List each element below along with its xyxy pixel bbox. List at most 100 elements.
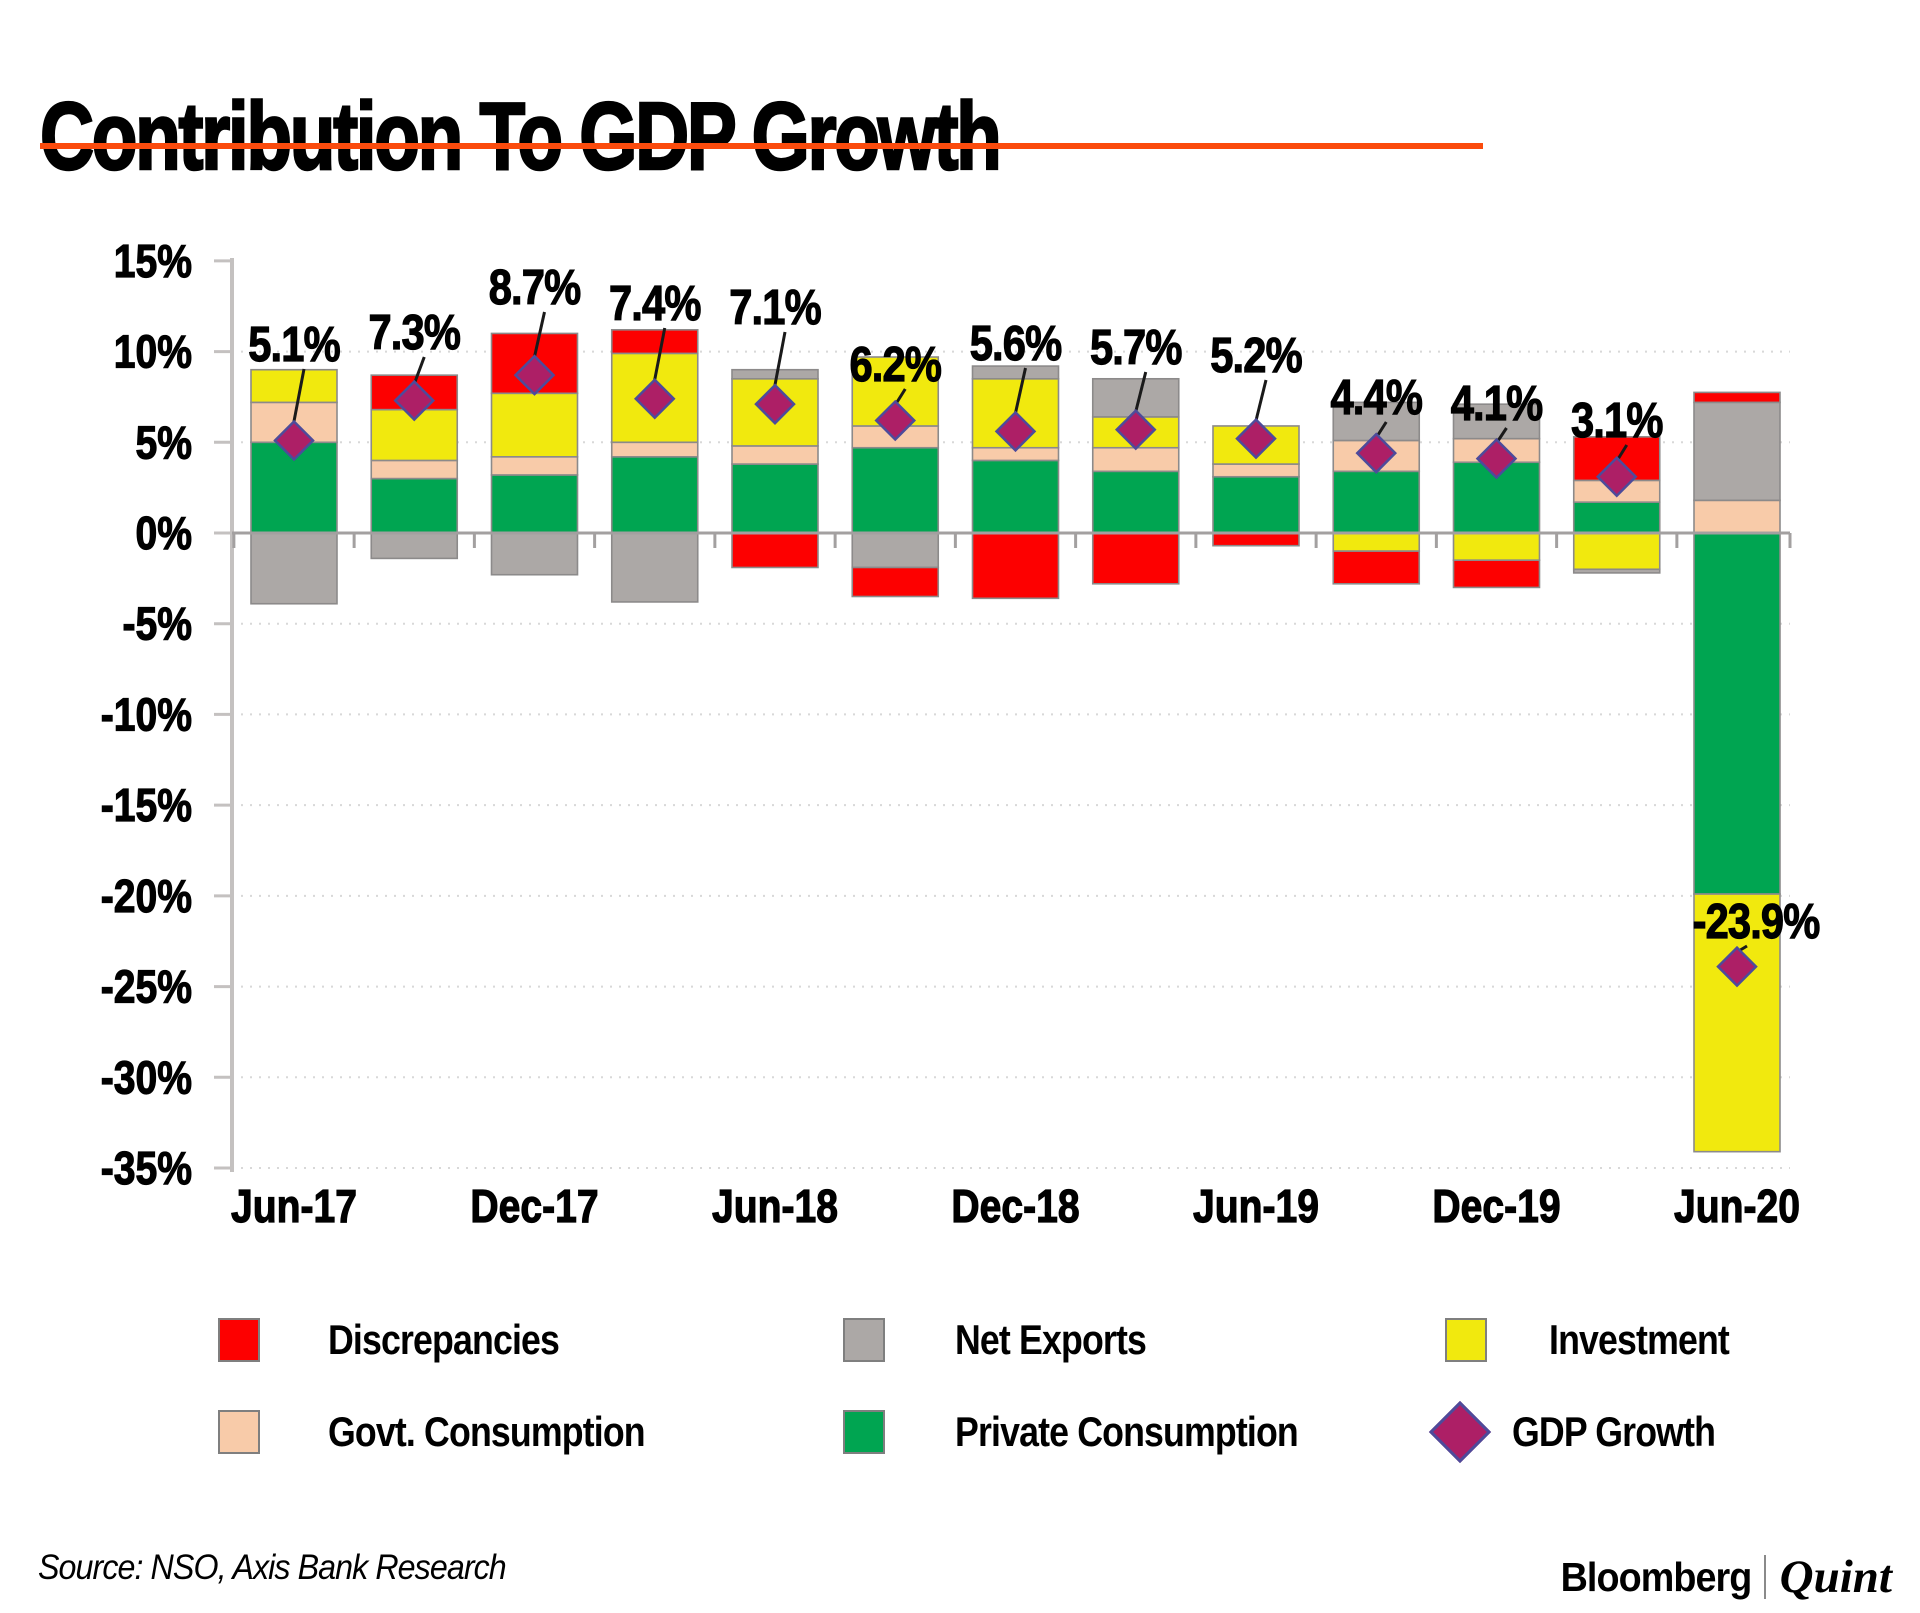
segment-investment [250,368,338,404]
legend-label: Discrepancies [328,1316,560,1363]
bar-Jun-17 [250,368,338,605]
segment-private-consumption [1212,475,1300,534]
page-title: Contribution To GDP Growth [39,82,1003,192]
bar-Mar-20 [1572,436,1661,574]
x-tick-label: Dec-17 [470,1181,598,1233]
gdp-growth-diamond-marker [994,410,1037,453]
segment-govt-consumption [370,459,459,480]
quint-logo: Quint [1779,1551,1892,1603]
net-exports-swatch-icon [843,1318,885,1362]
label-leader-line [772,331,787,391]
gdp-growth-diamond-marker [273,419,315,462]
legend-item-gdp-growth: GDP Growth [1428,1400,1751,1464]
gdp-growth-diamond-icon [1428,1400,1492,1464]
segment-private-consumption [1332,470,1421,534]
legend-label: Private Consumption [955,1408,1299,1455]
segment-govt-consumption [1091,446,1180,473]
gdp-growth-diamond-marker [513,354,556,396]
bar-Mar-19 [1091,377,1180,585]
segment-govt-consumption [1693,499,1781,534]
segment-govt-consumption [1212,463,1300,478]
segment-private-consumption [731,463,819,534]
source-note: Source: NSO, Axis Bank Research [38,1548,507,1587]
segment-net-exports [971,365,1060,380]
segment-investment [490,392,579,458]
segment-investment [1452,532,1541,562]
gdp-growth-value-label: 7.4% [609,276,701,331]
legend-item-discrepancies: Discrepancies [218,1316,600,1364]
gdp-growth-diamond-marker [1595,455,1638,498]
segment-discrepancies [851,566,940,598]
label-leader-line [291,368,306,427]
x-tick-label: Dec-19 [1432,1181,1560,1233]
segment-private-consumption [1091,470,1180,534]
segment-investment [1572,532,1661,571]
gdp-growth-value-label: 5.1% [248,317,340,372]
segment-net-exports [250,532,338,605]
bloomberg-logo: Bloomberg [1560,1553,1753,1600]
brand-separator [1763,1555,1766,1599]
gdp-growth-diamond-marker [1716,945,1758,988]
segment-investment [1332,532,1421,552]
gdp-growth-diamond-marker [754,383,796,425]
x-axis [232,531,1792,548]
legend-item-govt-consumption: Govt. Consumption [218,1408,701,1456]
gdp-growth-diamond-marker [393,379,436,422]
x-axis-labels: Jun-17 Dec-17 Jun-18 Dec-18 Jun-19 Dec-19 Jun-… [230,1181,1800,1234]
segment-net-exports [610,532,699,603]
y-axis [214,258,234,1172]
segment-investment [1693,893,1781,1153]
segment-private-consumption [1693,532,1781,895]
segment-govt-consumption [490,456,579,476]
legend-label: GDP Growth [1512,1408,1716,1455]
gdp-growth-diamond-marker [874,399,917,442]
gdp-growth-value-label: 4.1% [1451,376,1543,431]
y-tick-label: 5% [135,417,192,469]
y-tick-label: 15% [114,236,192,288]
gdp-contribution-chart: 5.1% 7.3% 8.7% 7.4% 7.1% 6.2% 5.6% 5.7% 5.2% 4.4%… [100,235,1821,1234]
y-tick-label: -30% [101,1052,192,1104]
gdp-growth-markers: 5.1% 7.3% 8.7% 7.4% 7.1% 6.2% 5.6% 5.7% 5.2% 4.4%… [248,259,1821,988]
x-tick-label: Jun-19 [1193,1181,1319,1233]
y-tick-label: 10% [114,327,192,379]
gdp-growth-value-label: 7.3% [368,305,460,360]
govt-consumption-swatch-icon [218,1410,260,1454]
segment-private-consumption [1572,501,1661,534]
gdp-growth-diamond-marker [1355,432,1398,474]
segment-net-exports [490,532,579,576]
segment-discrepancies [1332,550,1421,585]
y-tick-label: 0% [135,508,192,560]
segment-private-consumption [370,477,459,534]
x-tick-label: Jun-18 [712,1181,838,1233]
legend-item-private-consumption: Private Consumption [843,1408,1358,1456]
segment-discrepancies [610,329,699,355]
bar-Sep-19 [1332,401,1421,585]
bar-Dec-17 [490,332,579,576]
x-tick-label: Jun-17 [231,1181,357,1233]
y-tick-label: -15% [101,780,192,832]
bar-Jun-20 [1693,391,1781,1153]
segment-discrepancies [1212,532,1300,547]
legend-label: Govt. Consumption [328,1408,646,1455]
gdp-growth-value-label: 7.1% [729,280,821,335]
gdp-growth-diamond-marker [1114,408,1157,451]
y-axis-labels: 15% 10% 5% 0% -5% -10% -15% -20% -25% -30% -35% [100,235,192,1195]
y-tick-label: -20% [101,871,192,923]
label-leader-line [1133,371,1148,416]
brand-logo: Bloomberg Quint [1544,1550,1892,1604]
y-tick-label: -10% [101,689,192,741]
segment-net-exports [1452,403,1541,440]
segment-discrepancies [731,532,819,569]
bar-Mar-18 [610,329,699,603]
segment-govt-consumption [731,445,819,465]
segment-net-exports [1091,377,1180,418]
segment-net-exports [1693,401,1781,502]
segment-private-consumption [610,456,699,534]
label-leader-line [1253,379,1268,426]
legend-label: Investment [1549,1316,1730,1363]
segment-private-consumption [490,474,579,534]
segment-govt-consumption [610,441,699,458]
discrepancies-swatch-icon [218,1318,260,1362]
segment-net-exports [370,532,459,560]
label-leader-line [1013,367,1027,418]
